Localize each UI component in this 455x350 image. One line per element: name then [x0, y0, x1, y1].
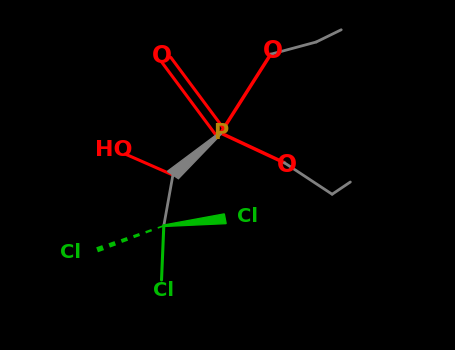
- Text: HO: HO: [95, 140, 132, 161]
- Polygon shape: [164, 214, 226, 226]
- Text: Cl: Cl: [60, 243, 81, 261]
- Text: O: O: [277, 153, 297, 176]
- Text: Cl: Cl: [238, 208, 258, 226]
- Text: O: O: [152, 44, 172, 68]
- Text: P: P: [213, 123, 228, 143]
- Text: Cl: Cl: [153, 281, 174, 300]
- Polygon shape: [167, 132, 222, 179]
- Text: O: O: [263, 39, 283, 63]
